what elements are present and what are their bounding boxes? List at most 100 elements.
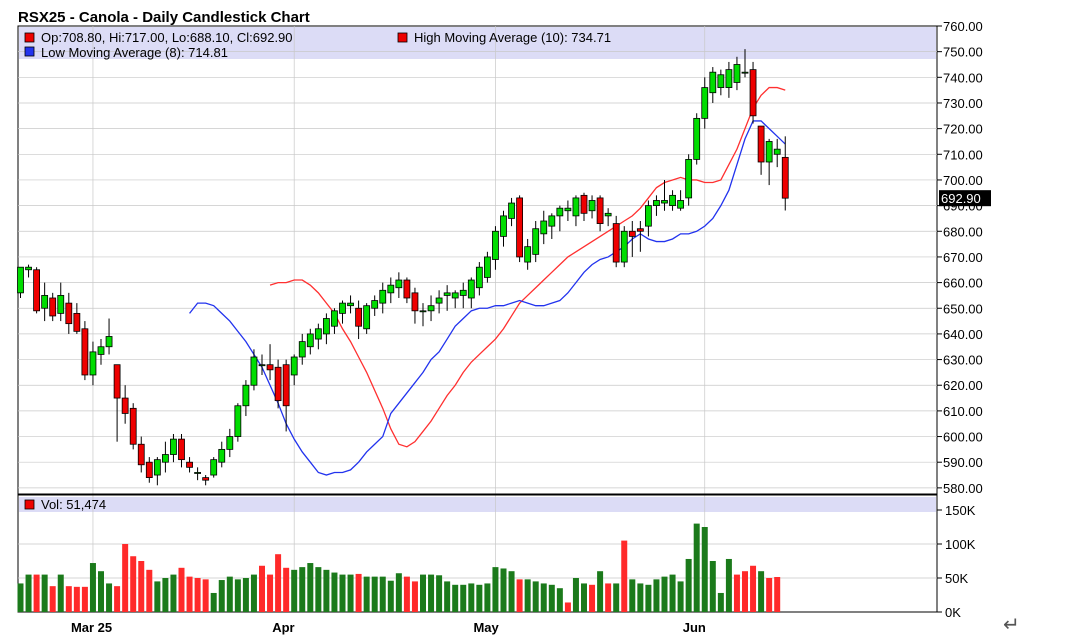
- volume-bar: [291, 569, 298, 612]
- candle-body: [580, 194, 588, 214]
- price-tick-label: 740.00: [943, 70, 983, 85]
- volume-bar: [621, 540, 628, 612]
- volume-bar: [460, 584, 467, 612]
- candle-body: [161, 454, 169, 463]
- volume-bar: [387, 580, 394, 612]
- candle-body: [669, 194, 676, 207]
- candle-body: [524, 246, 532, 263]
- candle-body: [73, 312, 81, 332]
- volume-bar: [452, 584, 459, 612]
- candle-body: [411, 292, 419, 312]
- volume-bar: [669, 574, 676, 612]
- candle-body: [282, 364, 290, 407]
- candle-body: [145, 461, 153, 479]
- volume-bar: [685, 558, 692, 612]
- candle-body: [186, 461, 193, 468]
- price-tick-label: 620.00: [943, 378, 983, 393]
- ohlc-legend-label: Op:708.80, Hi:717.00, Lo:688.10, Cl:692.…: [41, 30, 293, 45]
- candle-body: [97, 346, 105, 355]
- candle-body: [492, 230, 499, 260]
- candle-body: [137, 443, 145, 466]
- price-tick-label: 700.00: [943, 173, 983, 188]
- volume-bar: [516, 579, 523, 612]
- volume-bar: [331, 572, 338, 612]
- candle-body: [765, 141, 773, 163]
- volume-tick-label: 100K: [945, 537, 976, 552]
- volume-bar: [275, 554, 282, 612]
- candle-body: [725, 69, 733, 88]
- price-tick-label: 650.00: [943, 301, 983, 316]
- candle-body: [564, 207, 572, 212]
- date-tick-label: Apr: [272, 620, 294, 635]
- candle-body: [636, 228, 644, 232]
- volume-bar: [202, 579, 209, 612]
- candle-body: [266, 364, 274, 371]
- candle-body: [701, 87, 709, 119]
- volume-bar: [210, 592, 217, 612]
- candle-body: [451, 292, 459, 299]
- volume-bar: [701, 527, 708, 612]
- candle-body: [556, 207, 564, 217]
- volume-bar: [766, 578, 773, 612]
- volume-bar: [73, 586, 80, 612]
- volume-bar: [154, 581, 161, 612]
- candle-body: [419, 310, 427, 313]
- candle-body: [33, 269, 40, 312]
- date-tick-label: Mar 25: [71, 620, 112, 635]
- candle-body: [620, 230, 628, 263]
- candle-body: [475, 266, 483, 289]
- volume-bar: [403, 576, 410, 612]
- volume-bar: [178, 567, 185, 612]
- price-tick-label: 720.00: [943, 122, 983, 137]
- volume-bar: [65, 586, 72, 612]
- price-tick-label: 710.00: [943, 147, 983, 162]
- volume-tick-label: 0K: [945, 605, 961, 620]
- volume-bar: [194, 578, 201, 612]
- candle-body: [781, 156, 789, 199]
- candle-body: [532, 228, 540, 255]
- candle-body: [306, 333, 314, 348]
- candle-body: [202, 477, 210, 481]
- volume-bar: [597, 571, 604, 612]
- volume-bar: [411, 581, 418, 612]
- volume-bar: [315, 567, 322, 612]
- price-tick-label: 610.00: [943, 404, 983, 419]
- volume-bar: [49, 586, 56, 612]
- price-tick-label: 760.00: [943, 19, 983, 34]
- candle-body: [210, 459, 218, 476]
- volume-bar: [492, 567, 499, 612]
- volume-bar: [170, 574, 177, 612]
- volume-bar: [444, 581, 451, 612]
- low-ma-legend-label: Low Moving Average (8): 714.81: [41, 45, 228, 60]
- candle-body: [331, 310, 338, 327]
- candle-body: [379, 289, 387, 304]
- volume-bar: [677, 581, 684, 612]
- candle-body: [483, 256, 491, 278]
- chart-title: RSX25 - Canola - Daily Candlestick Chart: [18, 9, 310, 26]
- volume-bar: [242, 578, 249, 612]
- candle-body: [661, 200, 668, 204]
- candle-body: [403, 279, 411, 299]
- candle-body: [733, 64, 741, 83]
- price-tick-label: 590.00: [943, 455, 983, 470]
- volume-bar: [645, 584, 652, 612]
- volume-bar: [17, 583, 24, 612]
- volume-bar: [758, 571, 765, 612]
- price-tick-label: 730.00: [943, 96, 983, 111]
- volume-bar: [347, 574, 354, 612]
- candle-body: [516, 197, 523, 258]
- volume-bar: [581, 583, 587, 612]
- volume-bar: [299, 567, 306, 612]
- volume-bar: [428, 574, 435, 612]
- candle-body: [363, 305, 371, 330]
- candle-body: [170, 438, 177, 455]
- candle-body: [540, 220, 548, 235]
- candle-body: [258, 364, 266, 367]
- candle-body: [81, 328, 89, 376]
- volume-bar: [146, 569, 153, 612]
- candle-body: [500, 215, 507, 237]
- candle-body: [628, 230, 636, 237]
- candle-body: [604, 212, 612, 217]
- volume-bar: [138, 561, 145, 612]
- volume-legend-label: Vol: 51,474: [41, 497, 106, 512]
